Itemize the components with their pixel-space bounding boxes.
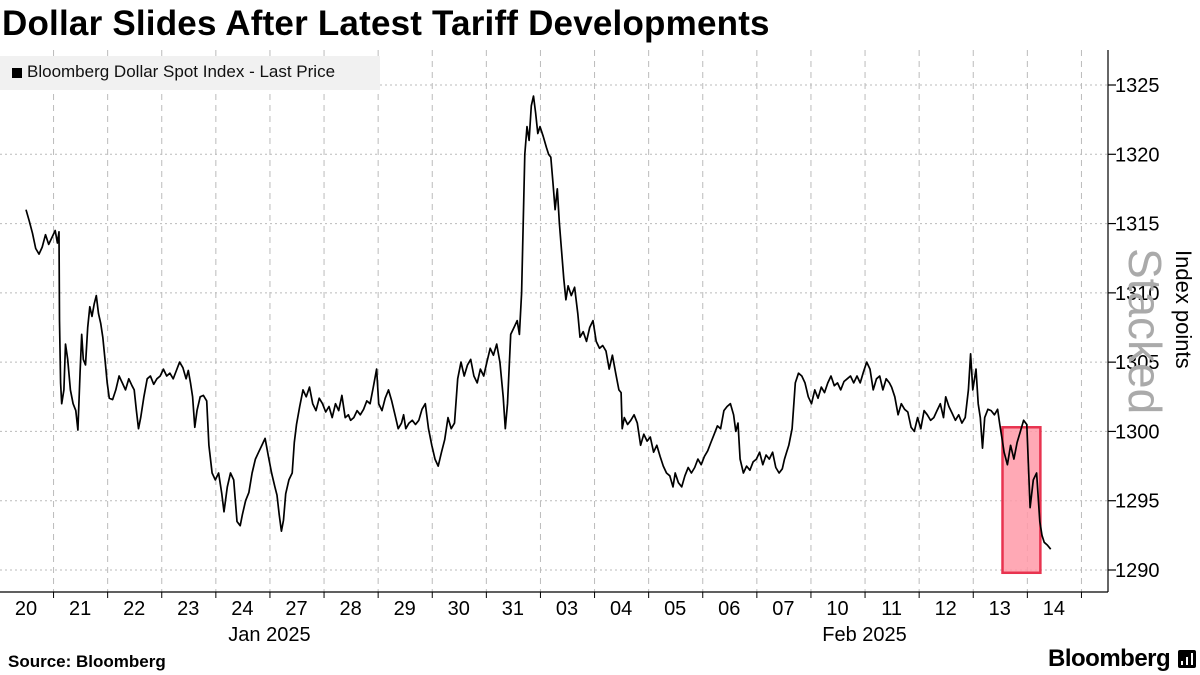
x-tick-label: 06 (718, 598, 740, 620)
x-tick-label: 11 (881, 598, 902, 620)
month-labels: Jan 2025 Feb 2025 (228, 624, 907, 646)
x-tick-label: 30 (448, 598, 470, 620)
bloomberg-bar-icon (1178, 650, 1196, 668)
x-tick-labels: 20 21 22 23 24 27 28 29 30 31 03 04 05 06 07 10 11 12 13 14 (15, 598, 1065, 620)
brand-logo-text: Bloomberg (1048, 645, 1171, 672)
x-tick-label: 14 (1043, 598, 1065, 620)
y-tick-labels: 1290 1295 1300 1305 1310 1315 1320 1325 (1115, 75, 1160, 582)
source-note: Source: Bloomberg (8, 652, 166, 671)
y-tick-label: 1295 (1115, 491, 1160, 513)
x-tick-label: 20 (15, 598, 37, 620)
watermark-text: Stacked (1119, 248, 1171, 415)
x-gridlines (53, 50, 1082, 592)
x-tick-label: 28 (339, 598, 361, 620)
x-tick-label: 31 (502, 598, 524, 620)
legend-swatch (12, 68, 22, 78)
x-tick-label: 03 (556, 598, 578, 620)
x-tick-label: 05 (664, 598, 686, 620)
x-tick-label: 22 (123, 598, 145, 620)
month-label: Feb 2025 (822, 624, 907, 646)
y-gridlines (0, 84, 1108, 571)
axes (0, 50, 1116, 598)
series-layer (25, 95, 1052, 550)
x-tick-label: 27 (285, 598, 307, 620)
y-tick-label: 1305 (1115, 352, 1160, 374)
x-tick-label: 13 (989, 598, 1011, 620)
x-tick-label: 21 (69, 598, 91, 620)
y-axis-title: Index points (1171, 250, 1196, 369)
y-tick-label: 1300 (1115, 421, 1160, 443)
y-tick-label: 1315 (1115, 214, 1160, 236)
x-tick-label: 23 (177, 598, 199, 620)
highlight-region (1001, 426, 1042, 575)
y-tick-label: 1325 (1115, 75, 1160, 97)
x-tick-label: 07 (772, 598, 794, 620)
x-tick-label: 12 (935, 598, 957, 620)
series-line (25, 95, 1052, 550)
legend: Bloomberg Dollar Spot Index - Last Price (0, 56, 380, 90)
month-label: Jan 2025 (228, 624, 310, 646)
highlight-box (1001, 426, 1042, 575)
x-tick-label: 24 (231, 598, 253, 620)
y-tick-label: 1310 (1115, 283, 1160, 305)
x-tick-label: 10 (826, 598, 848, 620)
y-tick-label: 1290 (1115, 560, 1160, 582)
y-tick-label: 1320 (1115, 144, 1160, 166)
legend-label: Bloomberg Dollar Spot Index - Last Price (27, 62, 336, 81)
chart-title: Dollar Slides After Latest Tariff Develo… (2, 4, 770, 43)
x-tick-label: 29 (394, 598, 416, 620)
x-tick-label: 04 (610, 598, 632, 620)
